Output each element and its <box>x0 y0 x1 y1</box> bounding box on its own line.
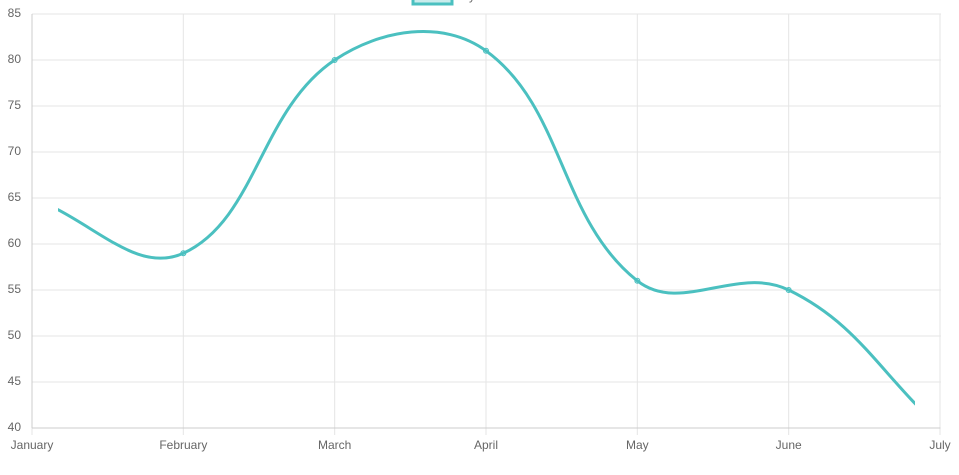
x-tick-label: March <box>318 438 351 452</box>
legend-label: My First Dataset <box>459 0 547 3</box>
series <box>58 30 915 406</box>
y-tick-label: 50 <box>8 328 22 342</box>
x-tick-label: April <box>474 438 498 452</box>
x-tick-label: June <box>776 438 802 452</box>
point <box>331 57 338 63</box>
legend-swatch <box>411 0 454 6</box>
y-tick-label: 80 <box>8 52 22 66</box>
y-tick-label: 60 <box>8 236 22 250</box>
y-tick-label: 70 <box>8 144 22 158</box>
y-tick-label: 55 <box>8 282 22 296</box>
point <box>483 47 489 54</box>
point <box>634 277 641 284</box>
line <box>58 30 915 406</box>
y-tick-label: 85 <box>8 6 22 20</box>
point <box>785 287 792 293</box>
x-tick-label: January <box>11 438 54 452</box>
y-tick-label: 75 <box>8 98 22 112</box>
y-tick-label: 65 <box>8 190 22 204</box>
y-tick-label: 40 <box>8 420 22 434</box>
point <box>180 250 187 257</box>
x-tick-label: July <box>929 438 950 452</box>
x-tick-label: May <box>626 438 649 452</box>
y-tick-label: 45 <box>8 374 22 388</box>
x-tick-label: February <box>159 438 207 452</box>
